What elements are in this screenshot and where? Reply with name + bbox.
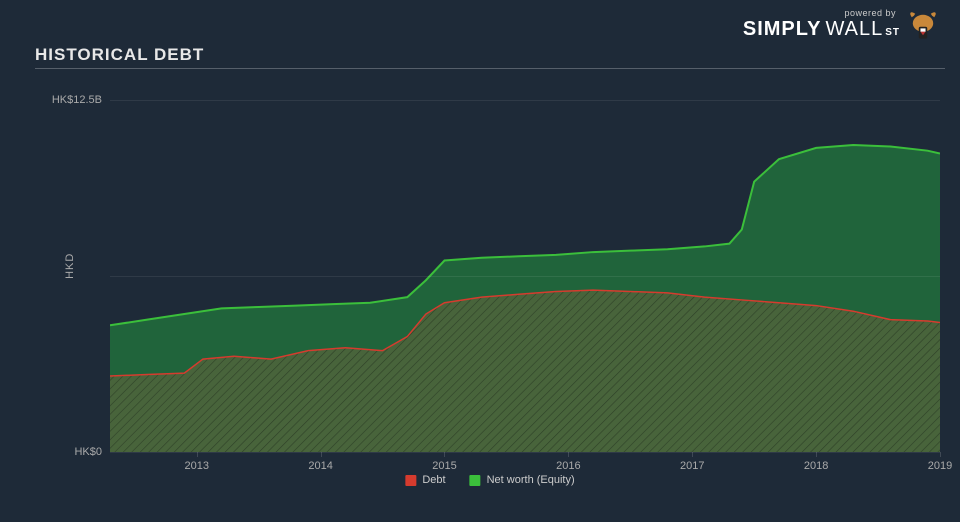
legend: Debt Net worth (Equity) <box>405 474 574 486</box>
plot-area: HK$0HK$12.5B2013201420152016201720182019 <box>110 100 940 452</box>
legend-swatch <box>405 475 416 486</box>
logo-bold: SIMPLY <box>743 18 822 41</box>
title-underline <box>35 68 945 69</box>
x-tick-label: 2016 <box>556 460 580 472</box>
y-axis-label: HKD <box>64 253 76 279</box>
logo-text: SIMPLY WALL ST <box>743 18 900 41</box>
x-tick-label: 2019 <box>928 460 952 472</box>
x-tick <box>816 452 817 457</box>
legend-label: Net worth (Equity) <box>487 474 575 486</box>
y-tick-label: HK$0 <box>74 446 102 458</box>
x-tick <box>321 452 322 457</box>
legend-item: Net worth (Equity) <box>470 474 575 486</box>
x-tick <box>940 452 941 457</box>
x-tick-label: 2017 <box>680 460 704 472</box>
powered-by-label: powered by <box>743 9 896 18</box>
bull-logo-icon <box>906 8 940 42</box>
x-tick-label: 2018 <box>804 460 828 472</box>
chart-container: HKD HK$0HK$12.5B201320142015201620172018… <box>35 80 945 492</box>
x-tick-label: 2015 <box>432 460 456 472</box>
gridline <box>110 276 940 277</box>
x-tick <box>197 452 198 457</box>
x-tick <box>692 452 693 457</box>
x-tick <box>568 452 569 457</box>
x-tick-label: 2013 <box>184 460 208 472</box>
legend-swatch <box>470 475 481 486</box>
legend-item: Debt <box>405 474 445 486</box>
y-tick-label: HK$12.5B <box>52 94 102 106</box>
gridline <box>110 100 940 101</box>
logo-suffix: ST <box>885 27 900 38</box>
branding-header: powered by SIMPLY WALL ST <box>743 8 940 42</box>
logo-light: WALL <box>825 18 883 41</box>
x-tick-label: 2014 <box>308 460 332 472</box>
x-tick <box>444 452 445 457</box>
legend-label: Debt <box>422 474 445 486</box>
chart-title: HISTORICAL DEBT <box>35 45 204 65</box>
